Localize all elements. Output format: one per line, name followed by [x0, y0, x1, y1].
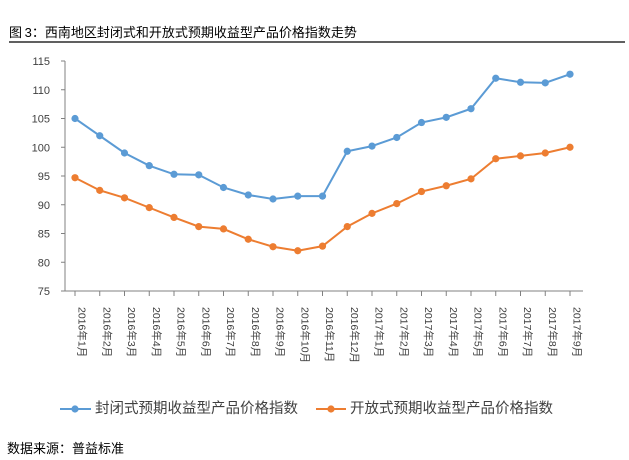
svg-text:2016年5月: 2016年5月 — [175, 307, 188, 357]
svg-text:2017年2月: 2017年2月 — [397, 307, 410, 357]
svg-text:2017年1月: 2017年1月 — [373, 307, 386, 357]
svg-text:75: 75 — [38, 286, 50, 298]
svg-text:90: 90 — [38, 200, 50, 212]
svg-text:2016年3月: 2016年3月 — [125, 307, 138, 357]
svg-text:2017年7月: 2017年7月 — [521, 307, 534, 357]
svg-text:100: 100 — [32, 142, 50, 154]
svg-text:2017年9月: 2017年9月 — [571, 307, 584, 357]
svg-text:封闭式预期收益型产品价格指数: 封闭式预期收益型产品价格指数 — [95, 400, 298, 417]
svg-text:2016年8月: 2016年8月 — [249, 307, 262, 357]
svg-text:110: 110 — [32, 85, 50, 97]
svg-text:80: 80 — [38, 257, 50, 269]
svg-text:2016年11月: 2016年11月 — [323, 307, 336, 362]
svg-text:85: 85 — [38, 229, 50, 241]
svg-text:2016年9月: 2016年9月 — [274, 307, 287, 357]
svg-text:开放式预期收益型产品价格指数: 开放式预期收益型产品价格指数 — [350, 400, 553, 417]
svg-text:105: 105 — [32, 114, 50, 126]
svg-text:2016年10月: 2016年10月 — [298, 307, 311, 363]
svg-text:2016年4月: 2016年4月 — [150, 307, 163, 357]
svg-text:2017年8月: 2017年8月 — [546, 307, 559, 357]
svg-text:2017年6月: 2017年6月 — [496, 307, 509, 357]
svg-text:2016年7月: 2016年7月 — [224, 307, 237, 357]
svg-text:2017年4月: 2017年4月 — [447, 307, 460, 357]
svg-text:2016年2月: 2016年2月 — [100, 307, 113, 357]
svg-text:2017年3月: 2017年3月 — [422, 307, 435, 357]
svg-text:2016年1月: 2016年1月 — [76, 307, 89, 357]
svg-text:95: 95 — [38, 171, 50, 183]
svg-text:2016年12月: 2016年12月 — [348, 307, 361, 363]
svg-text:数据来源：普益标准: 数据来源：普益标准 — [7, 441, 124, 456]
svg-text:2016年6月: 2016年6月 — [199, 307, 212, 357]
svg-text:115: 115 — [32, 56, 50, 68]
svg-text:2017年5月: 2017年5月 — [472, 307, 485, 357]
